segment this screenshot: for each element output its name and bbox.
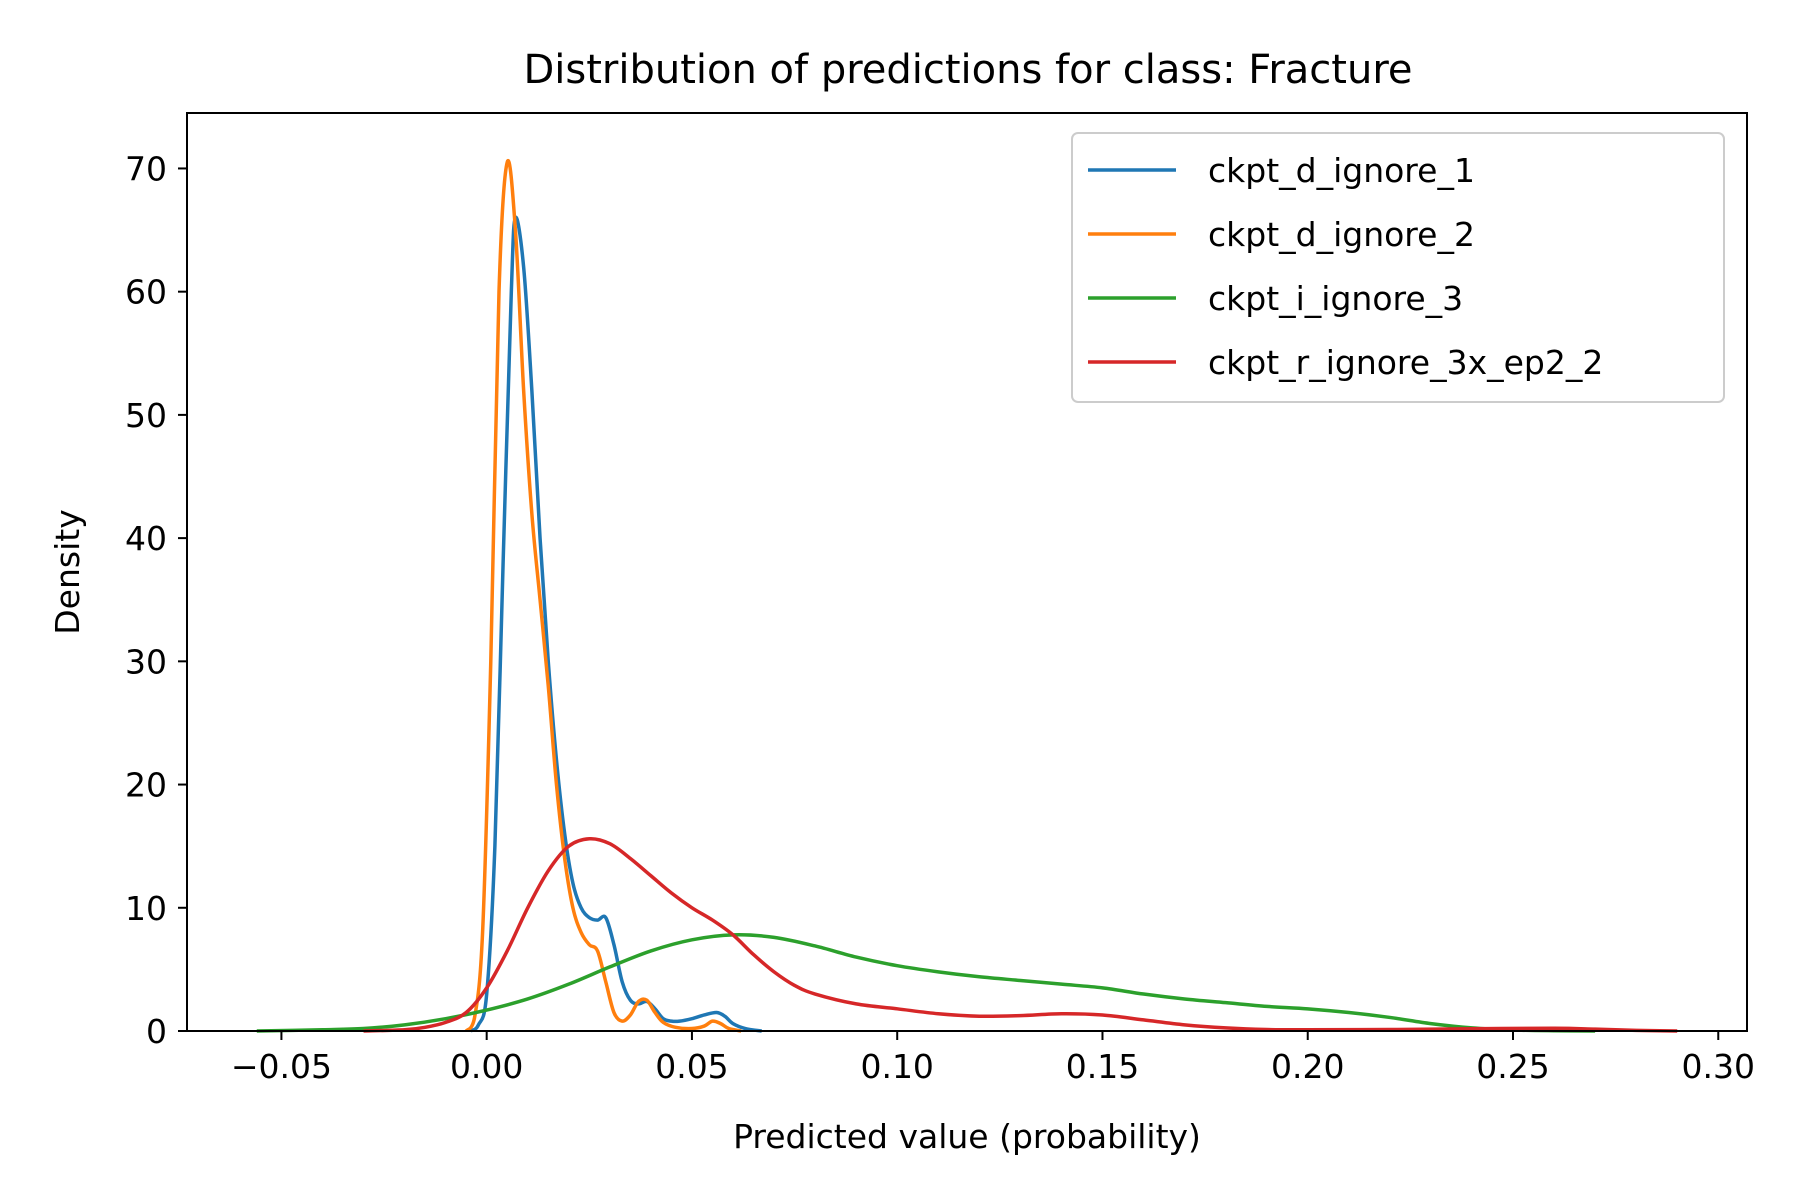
x-tick-label: −0.05 — [231, 1047, 332, 1086]
series-layer — [256, 158, 1678, 1033]
y-tick-label: 30 — [125, 642, 167, 681]
y-tick-label: 60 — [125, 273, 167, 312]
y-tick-label: 20 — [125, 766, 167, 805]
legend-items: ckpt_d_ignore_1 ckpt_d_ignore_2 ckpt_i_ign… — [1088, 151, 1603, 382]
y-tick-label: 10 — [125, 889, 167, 928]
legend-label-4: ckpt_r_ignore_3x_ep2_2 — [1208, 343, 1603, 382]
y-axis-label: Density — [48, 509, 87, 634]
plot-area — [186, 112, 1748, 1033]
y-tick-label: 50 — [125, 396, 167, 435]
y-tick-label: 40 — [125, 519, 167, 558]
x-tick-label: 0.15 — [1066, 1047, 1139, 1086]
x-tick-label: 0.10 — [860, 1047, 933, 1086]
x-tick-label: 0.25 — [1476, 1047, 1549, 1086]
legend-label-1: ckpt_d_ignore_1 — [1208, 151, 1475, 190]
legend-label-3: ckpt_i_ignore_3 — [1208, 279, 1463, 318]
y-tick-label: 70 — [125, 149, 167, 188]
series-line-2 — [464, 158, 742, 1033]
x-tick-label: 0.00 — [450, 1047, 523, 1086]
x-axis-label: Predicted value (probability) — [733, 1117, 1201, 1156]
series-line-1 — [469, 215, 762, 1033]
x-tick-label: 0.30 — [1682, 1047, 1755, 1086]
series-line-3 — [256, 933, 1596, 1033]
axes-frame — [186, 112, 1748, 1032]
x-tick-label: 0.05 — [655, 1047, 728, 1086]
y-tick-label: 0 — [146, 1012, 167, 1051]
series-line-4 — [363, 836, 1678, 1033]
x-tick-label: 0.20 — [1271, 1047, 1344, 1086]
legend-box — [1071, 132, 1725, 403]
chart-title: Distribution of predictions for class: F… — [523, 47, 1412, 93]
x-axis: −0.05 0.00 0.05 0.10 0.15 0.20 0.25 0.30 — [231, 1031, 1755, 1086]
y-axis: 0 10 20 30 40 50 60 70 — [125, 149, 187, 1051]
legend-label-2: ckpt_d_ignore_2 — [1208, 215, 1475, 254]
legend: ckpt_d_ignore_1 ckpt_d_ignore_2 ckpt_i_ign… — [1071, 132, 1725, 403]
